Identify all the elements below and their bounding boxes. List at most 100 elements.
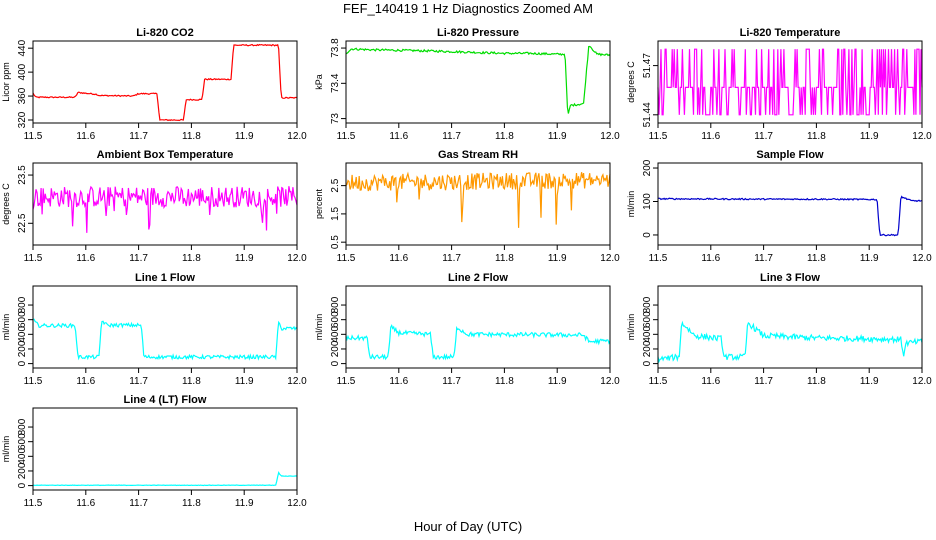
x-tick-label: 12.0	[287, 253, 307, 264]
x-tick-label: 11.5	[337, 131, 356, 142]
y-tick-label: 360	[17, 87, 28, 104]
series-line	[657, 48, 923, 116]
plot-frame	[657, 285, 923, 369]
x-tick-label: 11.6	[701, 376, 720, 387]
x-tick-label: 11.5	[24, 131, 43, 142]
x-tick-label: 11.5	[337, 253, 356, 264]
panel-title: Li-820 Pressure	[437, 27, 519, 39]
y-tick-label: 440	[17, 39, 28, 56]
x-tick-label: 11.7	[754, 131, 773, 142]
y-tick-label: 1.5	[330, 207, 341, 221]
y-tick-label: 51.44	[642, 102, 653, 127]
x-tick-label: 12.0	[600, 253, 620, 264]
panel-y-axis-label: kPa	[314, 74, 324, 90]
y-tick-label: 400	[17, 63, 28, 80]
panel-y-axis-label: ml/min	[314, 314, 324, 341]
panel-title: Line 1 Flow	[135, 272, 195, 284]
x-tick-label: 11.6	[76, 131, 95, 142]
chart-panel: Li-820 Temperature degrees C 11.5 11.6 11.7 1…	[626, 27, 932, 142]
plot-frame	[32, 407, 298, 491]
series-path	[345, 324, 611, 361]
y-tick-label: 2.5	[330, 178, 341, 192]
x-tick-label: 12.0	[912, 253, 932, 264]
x-tick-label: 12.0	[912, 376, 932, 387]
panel-y-axis-label: ml/min	[1, 314, 11, 341]
plot-frame	[345, 162, 611, 246]
series-line	[32, 43, 297, 122]
x-tick-label: 12.0	[287, 131, 307, 142]
y-tick-label: 400	[17, 448, 28, 465]
y-tick-label: 0	[17, 360, 28, 366]
chart-panel: Li-820 Pressure kPa 11.5 11.6 11.7 11.8 11.9 12…	[314, 27, 620, 142]
series-path	[32, 43, 297, 122]
x-tick-label: 11.8	[182, 253, 201, 264]
panel-title: Line 2 Flow	[448, 272, 508, 284]
x-tick-label: 11.6	[701, 253, 720, 264]
panel-y-axis-label: ml/min	[626, 314, 636, 341]
panel-title: Line 4 (LT) Flow	[124, 394, 207, 406]
x-tick-label: 11.8	[182, 376, 201, 387]
x-tick-label: 12.0	[287, 376, 307, 387]
x-tick-label: 11.6	[76, 376, 95, 387]
x-tick-label: 11.6	[389, 253, 408, 264]
series-line	[345, 324, 611, 361]
plot-frame	[657, 40, 923, 124]
series-path	[32, 185, 298, 233]
y-tick-label: 200	[17, 462, 28, 479]
panel-y-axis-label: percent	[314, 188, 324, 219]
chart-panel: Line 3 Flow ml/min 11.5 11.6 11.7 11.8 11.9 12.…	[626, 272, 932, 387]
y-tick-label: 200	[642, 340, 653, 357]
x-tick-label: 11.7	[129, 253, 148, 264]
x-tick-label: 11.9	[235, 253, 254, 264]
y-tick-label: 200	[330, 340, 341, 357]
panel-y-axis-label: degrees C	[626, 61, 636, 103]
x-tick-label: 11.7	[442, 131, 461, 142]
x-tick-label: 11.8	[182, 498, 201, 509]
chart-panel: Line 4 (LT) Flow ml/min 11.5 11.6 11.7 11.8 11…	[1, 394, 307, 509]
x-tick-label: 11.6	[389, 131, 408, 142]
series-line	[32, 185, 298, 233]
panel-y-axis-label: ml/min	[1, 436, 11, 463]
y-tick-label: 600	[330, 311, 341, 328]
x-tick-label: 11.9	[860, 131, 879, 142]
y-tick-label: 0	[642, 232, 653, 238]
series-path	[32, 471, 298, 487]
x-tick-label: 11.9	[235, 131, 254, 142]
y-tick-label: 800	[330, 296, 341, 313]
series-line	[345, 171, 611, 228]
x-tick-label: 11.5	[24, 253, 43, 264]
plot-frame	[32, 285, 298, 369]
panel-title: Line 3 Flow	[760, 272, 820, 284]
x-tick-label: 11.8	[495, 253, 514, 264]
x-tick-label: 11.9	[860, 253, 879, 264]
x-tick-label: 11.8	[495, 376, 514, 387]
panel-y-axis-label: degrees C	[1, 183, 11, 225]
y-tick-label: 23.5	[17, 165, 28, 185]
x-tick-label: 11.9	[548, 131, 567, 142]
chart-panel: Line 2 Flow ml/min 11.5 11.6 11.7 11.8 11.9 12.…	[314, 272, 620, 387]
panel-title: Gas Stream RH	[438, 149, 518, 161]
x-tick-label: 11.8	[495, 131, 514, 142]
plot-frame	[32, 162, 298, 246]
x-tick-label: 11.7	[442, 253, 461, 264]
panel-title: Sample Flow	[756, 149, 824, 161]
y-tick-label: 320	[17, 111, 28, 128]
x-tick-label: 11.6	[76, 253, 95, 264]
plot-frame	[345, 285, 611, 369]
y-tick-label: 73	[330, 113, 341, 125]
y-tick-label: 0.5	[330, 235, 341, 249]
y-tick-label: 0	[330, 360, 341, 366]
panel-title: Li-820 Temperature	[740, 27, 841, 39]
x-tick-label: 11.8	[807, 376, 826, 387]
figure-x-axis-label: Hour of Day (UTC)	[414, 519, 522, 534]
y-tick-label: 51.47	[642, 53, 653, 78]
x-tick-label: 11.5	[24, 498, 43, 509]
x-tick-label: 12.0	[287, 498, 307, 509]
y-tick-label: 100	[642, 193, 653, 210]
x-tick-label: 11.5	[24, 376, 43, 387]
y-tick-label: 400	[330, 326, 341, 343]
x-tick-label: 11.5	[337, 376, 356, 387]
x-tick-label: 11.9	[548, 253, 567, 264]
plot-frame	[32, 40, 298, 124]
